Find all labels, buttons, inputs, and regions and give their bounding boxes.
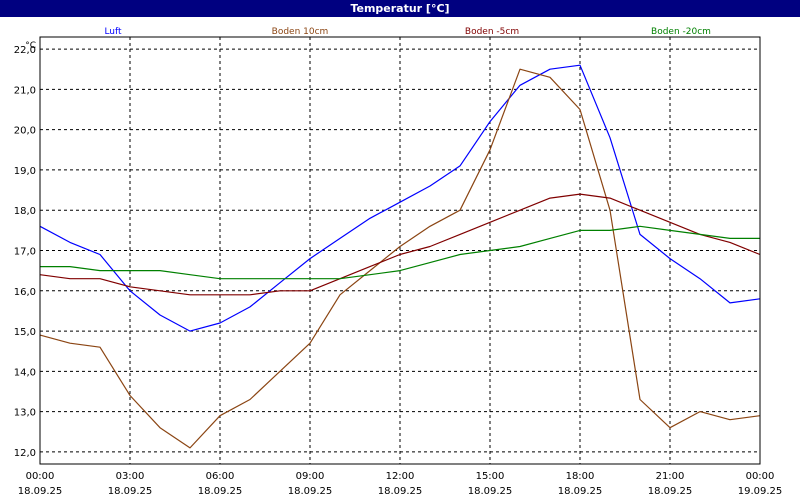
x-tick-date: 18.09.25 xyxy=(648,486,693,497)
x-tick-time: 00:00 xyxy=(26,471,55,482)
x-tick-date: 18.09.25 xyxy=(558,486,603,497)
chart-title: Temperatur [°C] xyxy=(0,0,800,17)
x-tick-date: 18.09.25 xyxy=(198,486,243,497)
y-tick-label: 12,0 xyxy=(14,448,36,459)
y-tick-label: 14,0 xyxy=(14,367,36,378)
y-tick-label: 15,0 xyxy=(14,327,36,338)
y-tick-label: 20,0 xyxy=(14,126,36,137)
series-line-boden-20cm xyxy=(40,225,760,280)
legend-entry: Boden -20cm xyxy=(651,27,711,37)
x-tick-time: 12:00 xyxy=(386,471,415,482)
y-tick-label: 17,0 xyxy=(14,247,36,258)
x-tick-time: 15:00 xyxy=(476,471,505,482)
plot-frame xyxy=(39,36,761,465)
legend-entry: Boden -5cm xyxy=(465,27,519,37)
series-lines xyxy=(39,64,761,449)
x-tick-time: 00:00 xyxy=(746,471,775,482)
legend-entry: Boden 10cm xyxy=(272,27,329,37)
legend-entry: Luft xyxy=(104,27,122,37)
series-line-boden-5cm xyxy=(39,193,761,296)
x-tick-time: 03:00 xyxy=(116,471,145,482)
x-tick-time: 06:00 xyxy=(206,471,235,482)
legend: Luft Boden 10cm Boden -5cm Boden -20cm xyxy=(104,27,711,37)
x-tick-date: 19.09.25 xyxy=(738,486,783,497)
x-tick-time: 18:00 xyxy=(566,471,595,482)
y-tick-label: 22,0 xyxy=(14,45,36,56)
y-tick-label: 19,0 xyxy=(14,166,36,177)
y-tick-label: 16,0 xyxy=(14,287,36,298)
series-line-luft xyxy=(39,64,761,332)
y-tick-label: 13,0 xyxy=(14,408,36,419)
x-tick-date: 18.09.25 xyxy=(468,486,513,497)
y-tick-label: 18,0 xyxy=(14,206,36,217)
axes: 12,0 13,0 14,0 15,0 16,0 17,0 18,0 19,0 20,0 21,0… xyxy=(14,36,783,497)
y-unit-label: °C xyxy=(25,41,36,51)
grid xyxy=(40,37,760,464)
x-tick-date: 18.09.25 xyxy=(18,486,63,497)
y-tick-label: 21,0 xyxy=(14,85,36,96)
series-line-boden-10cm xyxy=(39,68,761,449)
x-tick-time: 21:00 xyxy=(656,471,685,482)
x-tick-date: 18.09.25 xyxy=(378,486,423,497)
x-tick-time: 09:00 xyxy=(296,471,325,482)
x-tick-date: 18.09.25 xyxy=(108,486,153,497)
x-tick-date: 18.09.25 xyxy=(288,486,333,497)
